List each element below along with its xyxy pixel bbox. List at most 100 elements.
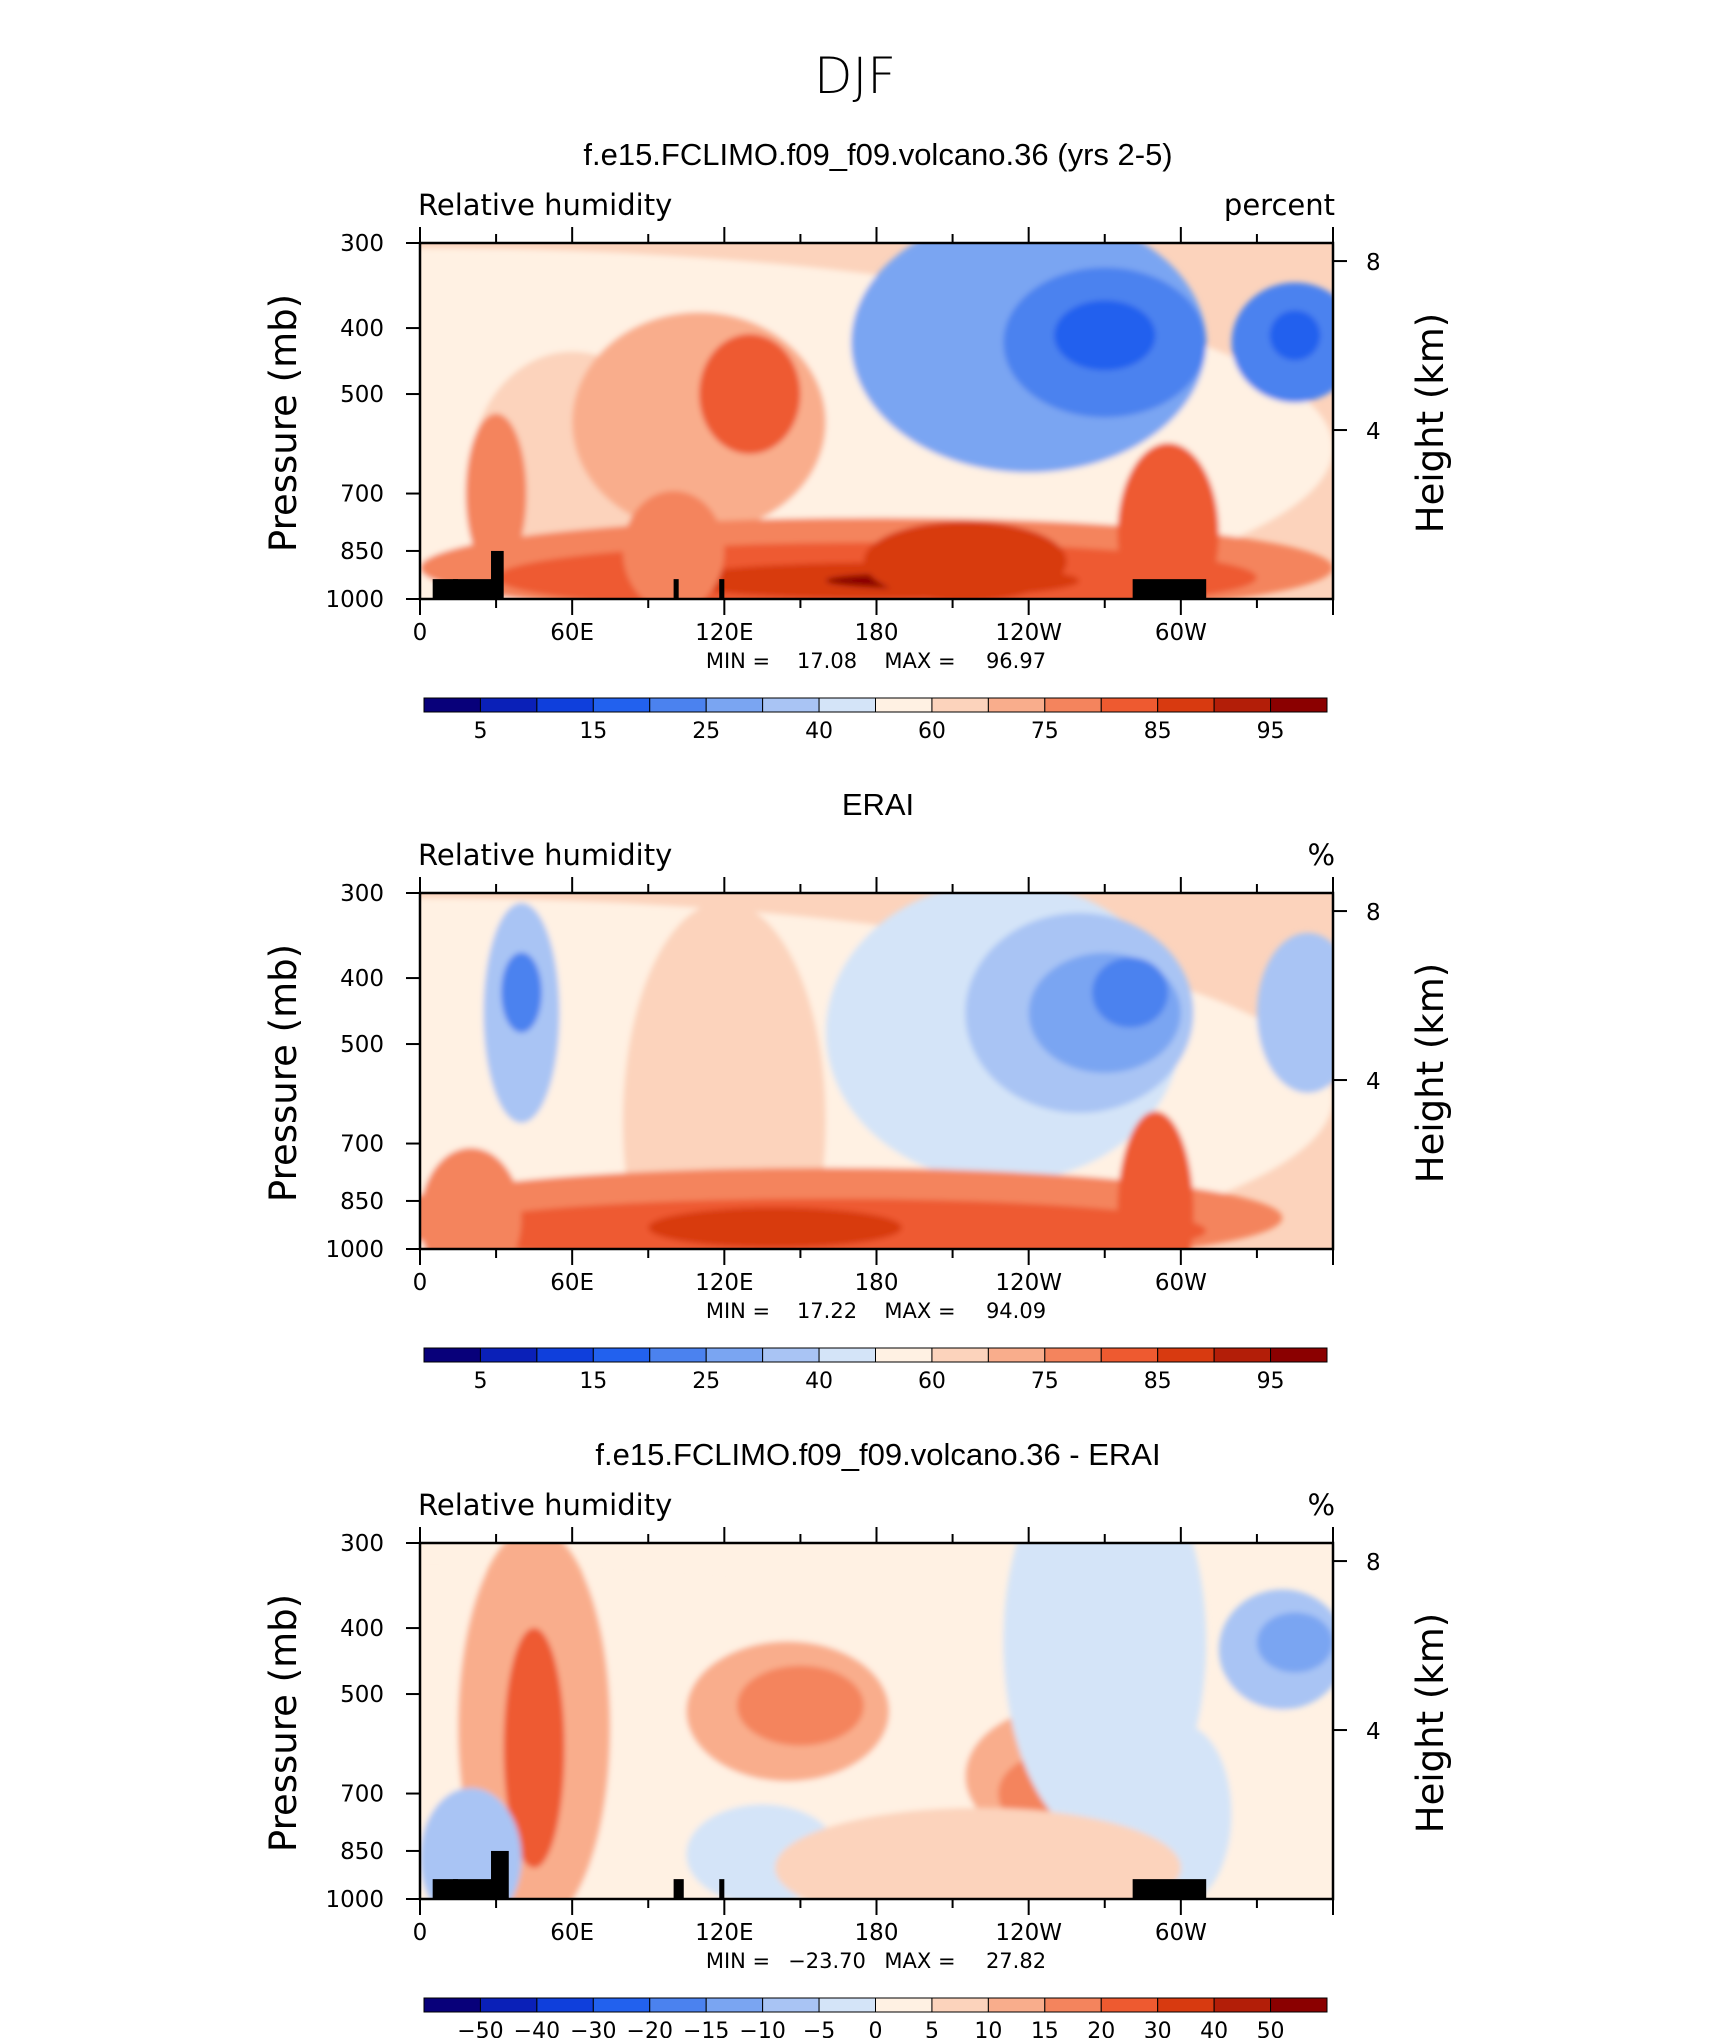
topography-mask	[452, 579, 497, 599]
colorbar-box	[931, 1997, 989, 2013]
colorbar-box	[1100, 1997, 1159, 2013]
min-value: 17.08	[797, 649, 857, 673]
y-right-tick-label: 4	[1366, 1719, 1381, 1745]
x-tick-label: 180	[855, 620, 899, 646]
x-tick-label: 180	[855, 1270, 899, 1296]
y-tick-label: 1000	[325, 587, 384, 613]
contour-region	[622, 490, 725, 599]
colorbar-box	[1213, 1997, 1272, 2013]
contour-region	[1054, 300, 1156, 371]
colorbar-box	[1044, 1347, 1102, 1363]
panel-2: ERAI Relative humidity % 0 60E 120E 180 120W 60W…	[262, 787, 1452, 1394]
colorbar-box	[423, 697, 481, 713]
colorbar-box	[1044, 697, 1102, 713]
colorbar-label: 60	[918, 719, 946, 744]
x-tick-label: 0	[413, 620, 428, 646]
colorbar-box	[423, 1997, 481, 2013]
max-value: 96.97	[986, 649, 1046, 673]
y-right-axis-label: Height (km)	[1409, 313, 1452, 533]
topography-mask	[719, 1879, 725, 1899]
colorbar-box	[536, 1347, 594, 1363]
y-tick-label: 400	[340, 316, 384, 342]
colorbar-label: 25	[692, 719, 720, 744]
colorbar-box	[1157, 697, 1215, 713]
colorbar-box	[536, 697, 594, 713]
contour-region	[1269, 310, 1321, 361]
colorbar-box	[1100, 697, 1159, 713]
y-tick-label: 850	[340, 1839, 384, 1865]
y-right-tick-label: 8	[1366, 250, 1381, 276]
colorbar-box	[705, 1347, 764, 1363]
colorbar-box	[987, 697, 1046, 713]
contour-region	[1117, 443, 1219, 599]
panel-3: f.e15.FCLIMO.f09_f09.volcano.36 - ERAI Re…	[262, 1437, 1452, 2038]
colorbar-box	[931, 1347, 989, 1363]
units-label: percent	[1224, 188, 1335, 222]
y-tick-label: 1000	[325, 1237, 384, 1263]
topography-mask	[719, 579, 725, 599]
colorbar-label: −15	[683, 2019, 729, 2038]
colorbar-label: 40	[805, 1369, 833, 1394]
colorbar-box	[1044, 1997, 1102, 2013]
colorbar-box	[1213, 697, 1272, 713]
colorbar-box	[649, 1997, 707, 2013]
min-label: MIN =	[706, 1949, 770, 1973]
x-tick-label: 60E	[550, 1270, 594, 1296]
max-label: MAX =	[884, 649, 955, 673]
contour-field	[420, 1543, 1333, 1899]
units-label: %	[1307, 838, 1335, 872]
contour-region	[648, 1207, 902, 1248]
colorbar-box	[536, 1997, 594, 2013]
colorbar-box	[931, 697, 989, 713]
colorbar-box	[705, 697, 764, 713]
topography-mask	[491, 1850, 509, 1899]
colorbar-box	[1157, 1997, 1215, 2013]
colorbar: −50 −40 −30 −20 −15 −10 −5 0 5 10 15 20 30 40 50	[423, 1997, 1328, 2038]
x-tick-label: 120E	[695, 1920, 753, 1946]
colorbar-box	[592, 1997, 651, 2013]
min-label: MIN =	[706, 1299, 770, 1323]
x-tick-label: 60W	[1155, 1920, 1207, 1946]
contour-region	[1117, 1111, 1194, 1249]
colorbar: 5 15 25 40 60 75 85 95	[423, 697, 1328, 744]
contour-region	[420, 1147, 522, 1249]
colorbar: 5 15 25 40 60 75 85 95	[423, 1347, 1328, 1394]
colorbar-box	[818, 1997, 876, 2013]
y-right-tick-label: 8	[1366, 1550, 1381, 1576]
y-tick-label: 700	[340, 482, 384, 508]
y-tick-label: 400	[340, 966, 384, 992]
contour-region	[501, 952, 542, 1033]
topography-mask	[1132, 1879, 1207, 1899]
colorbar-label: 40	[1200, 2019, 1228, 2038]
y-tick-label: 300	[340, 231, 384, 257]
colorbar-label: 5	[925, 2019, 939, 2038]
topography-mask	[491, 550, 504, 599]
y-tick-label: 700	[340, 1132, 384, 1158]
colorbar-box	[649, 697, 707, 713]
colorbar-box	[987, 1997, 1046, 2013]
colorbar-label: 15	[1031, 2019, 1059, 2038]
contour-region	[698, 334, 801, 455]
y-tick-label: 500	[340, 1032, 384, 1058]
variable-label: Relative humidity	[418, 188, 672, 222]
colorbar-label: 40	[805, 719, 833, 744]
colorbar-box	[479, 697, 538, 713]
y-axis-label: Pressure (mb)	[262, 944, 305, 1202]
contour-region	[737, 1665, 864, 1746]
colorbar-label: 10	[974, 2019, 1002, 2038]
contour-region	[503, 1627, 565, 1868]
x-tick-label: 180	[855, 1920, 899, 1946]
y-right-axis-label: Height (km)	[1409, 963, 1452, 1183]
colorbar-box	[705, 1997, 764, 2013]
contour-region	[465, 413, 527, 574]
main-title: DJF	[814, 47, 896, 105]
topography-mask	[452, 1879, 497, 1899]
y-tick-label: 850	[340, 539, 384, 565]
y-tick-label: 1000	[325, 1887, 384, 1913]
colorbar-box	[1270, 697, 1328, 713]
y-axis-label: Pressure (mb)	[262, 1594, 305, 1852]
colorbar-label: 75	[1031, 1369, 1059, 1394]
topography-mask	[432, 1879, 459, 1899]
colorbar-box	[762, 1347, 820, 1363]
